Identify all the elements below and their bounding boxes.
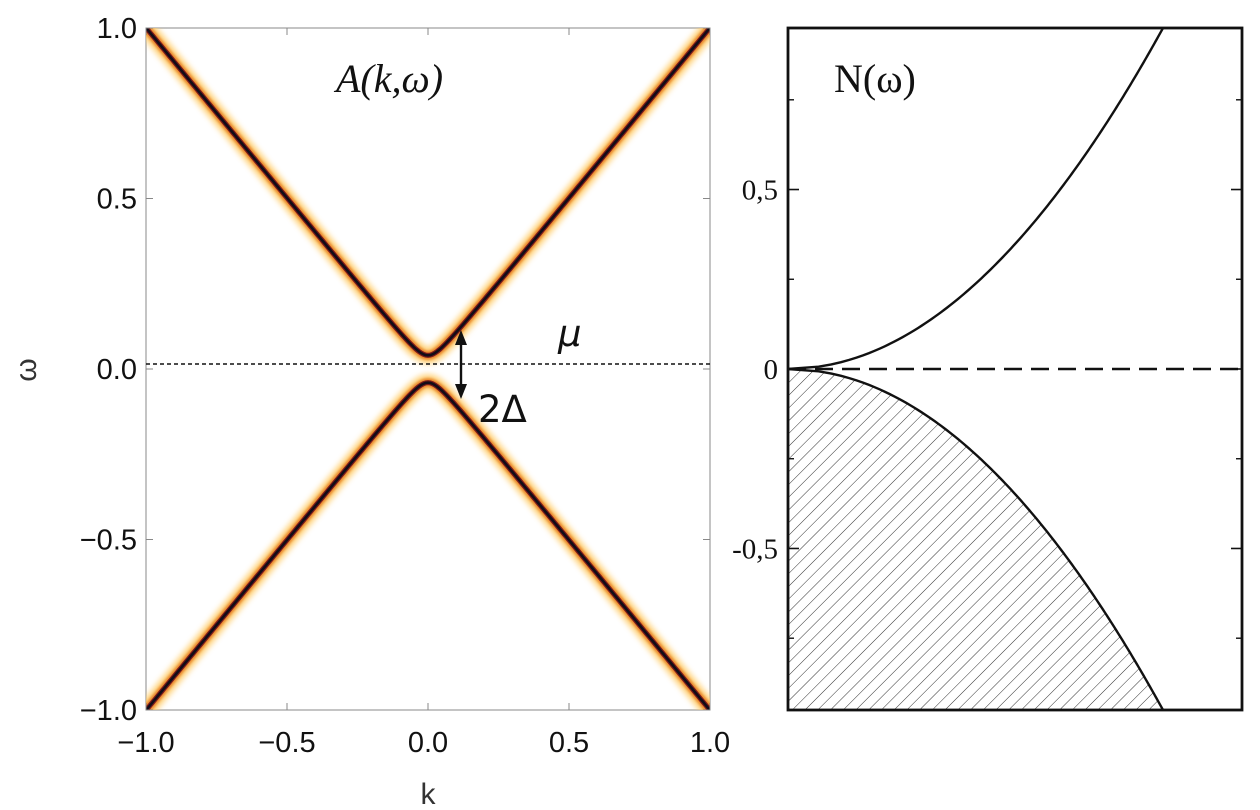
spectral-y-tick-label: 0.5 bbox=[97, 184, 137, 216]
spectral-y-ticks: −1.0 −0.5 0.0 0.5 1.0 bbox=[80, 13, 710, 727]
spectral-x-ticks: −1.0 −0.5 0.0 0.5 1.0 bbox=[117, 28, 730, 759]
dos-title: N(ω) bbox=[834, 56, 916, 101]
spectral-panel: μ 2Δ A(k,ω) −1.0 −0.5 0.0 0.5 1.0 −1.0 −0.5 0.… bbox=[10, 13, 730, 810]
spectral-y-tick-label: −1.0 bbox=[80, 695, 137, 727]
dos-y-ticks: -0,5 0 0,5 bbox=[732, 99, 1242, 639]
gap-arrow-down-head bbox=[455, 384, 467, 399]
dos-y-tick-label: 0,5 bbox=[742, 175, 778, 207]
spectral-y-tick-label: 0.0 bbox=[97, 354, 137, 386]
lower-band-core bbox=[146, 381, 710, 710]
gap-arrow bbox=[455, 330, 467, 399]
spectral-y-axis-label: ω bbox=[10, 358, 43, 381]
mu-label: μ bbox=[557, 312, 582, 355]
upper-band-core bbox=[146, 28, 710, 357]
spectral-x-tick-label: 0.0 bbox=[408, 727, 448, 759]
gap-label: 2Δ bbox=[478, 388, 527, 431]
spectral-x-tick-label: −1.0 bbox=[117, 727, 174, 759]
upper-band bbox=[146, 28, 710, 364]
spectral-title: A(k,ω) bbox=[333, 56, 443, 101]
occupied-states-hatch bbox=[788, 369, 1163, 710]
gap-arrow-up-head bbox=[455, 330, 467, 345]
spectral-x-tick-label: 0.5 bbox=[549, 727, 589, 759]
dos-y-tick-label: -0,5 bbox=[732, 533, 778, 565]
dos-y-tick-label: 0 bbox=[764, 354, 779, 386]
dos-panel: -0,5 0 0,5 N(ω) bbox=[732, 26, 1244, 712]
spectral-y-tick-label: −0.5 bbox=[80, 525, 137, 557]
lower-band bbox=[146, 374, 710, 710]
spectral-x-axis-label: k bbox=[421, 778, 437, 810]
spectral-y-tick-label: 1.0 bbox=[97, 13, 137, 45]
spectral-x-tick-label: −0.5 bbox=[258, 727, 315, 759]
spectral-x-tick-label: 1.0 bbox=[690, 727, 730, 759]
